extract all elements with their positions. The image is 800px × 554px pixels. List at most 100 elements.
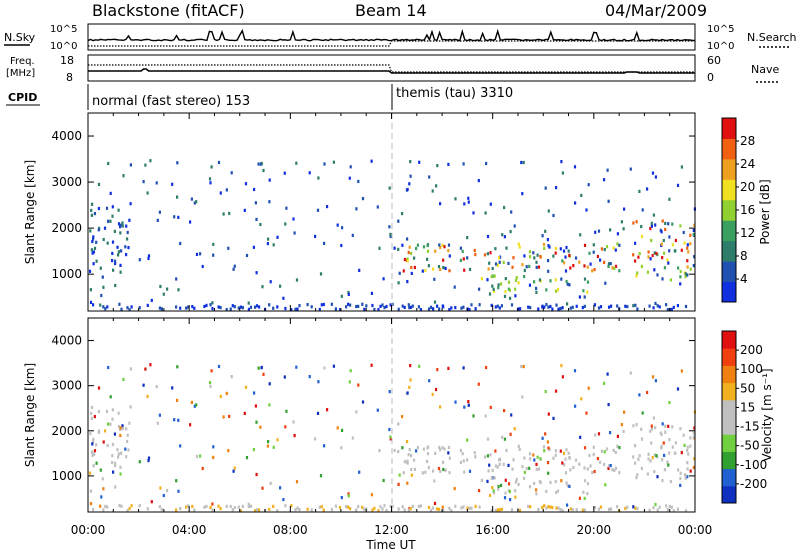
power-near-range-cell (438, 307, 441, 311)
velocity-sparse-cell (489, 405, 492, 409)
velocity-near-range-cell (610, 507, 613, 511)
velocity-sparse-cell (547, 412, 550, 416)
velocity-sparse-cell (158, 413, 161, 417)
velocity-sparse-cell (447, 366, 450, 370)
velocity-y-tick-label-1: 2000 (51, 424, 82, 438)
power-near-range-cell (253, 305, 257, 309)
power-near-range-cell (255, 304, 259, 308)
power-sparse-cell (89, 300, 93, 304)
power-echo-cell (421, 269, 424, 273)
velocity-sparse-cell (190, 400, 193, 404)
power-near-range-cell (407, 303, 410, 307)
power-echo-cell (692, 232, 695, 237)
power-near-range-cell (494, 305, 497, 309)
velocity-near-range-cell (672, 509, 675, 513)
power-sparse-cell (252, 245, 255, 249)
velocity-near-range-cell (349, 507, 352, 511)
power-echo-cell (494, 262, 498, 266)
power-sparse-cell (692, 264, 695, 268)
power-echo-cell (614, 248, 617, 252)
velocity-sparse-cell (603, 450, 606, 454)
velocity-near-range-cell (599, 505, 603, 509)
velocity-sparse-cell (244, 385, 248, 389)
power-echo-cell (518, 245, 521, 249)
velocity-x-ticks (87, 318, 696, 512)
velocity-echo-cell (426, 452, 430, 456)
power-near-range-cell (624, 304, 627, 308)
velocity-echo-cell (466, 458, 469, 462)
power-echo-cell (90, 248, 93, 252)
velocity-sparse-cell (91, 442, 94, 446)
power-near-range-cell (158, 306, 161, 310)
velocity-sparse-cell (589, 464, 592, 468)
power-sparse-cell (103, 226, 107, 230)
velocity-sparse-cell (623, 410, 626, 414)
power-sparse-cell (389, 234, 392, 238)
velocity-sparse-cell (654, 502, 657, 507)
velocity-echo-cell (660, 432, 663, 437)
power-sparse-cell (269, 280, 272, 284)
power-echo-cell (647, 250, 650, 254)
velocity-echo-cell (533, 481, 536, 486)
power-sparse-cell (491, 284, 494, 288)
velocity-sparse-cell (283, 375, 286, 379)
velocity-sparse-cell (561, 375, 564, 379)
power-near-range-cell (454, 306, 457, 310)
power-sparse-cell (522, 160, 525, 165)
power-sparse-cell (401, 243, 404, 247)
power-echo-cell (90, 208, 93, 212)
velocity-echo-cell (532, 453, 535, 457)
power-echo-cell (105, 206, 109, 210)
power-echo-cell (426, 249, 430, 253)
power-sparse-cell (208, 177, 212, 181)
velocity-echo-cell (507, 482, 511, 486)
power-sparse-cell (253, 187, 256, 192)
power-sparse-cell (195, 200, 198, 204)
power-echo-cell (559, 247, 562, 251)
time-tick-label-5: 20:00 (577, 523, 612, 537)
power-echo-cell (492, 289, 496, 293)
velocity-echo-cell (554, 453, 557, 457)
velocity-near-range-cell (527, 504, 530, 508)
power-near-range-cell (670, 307, 673, 311)
velocity-colorbar-tick-label-2: -50 (740, 439, 760, 453)
power-echo-cell (651, 253, 654, 258)
power-echo-cell (403, 258, 406, 262)
velocity-sparse-cell (587, 386, 590, 390)
power-echo-cell (106, 241, 109, 245)
velocity-near-range-cell (219, 507, 222, 511)
power-sparse-cell (292, 217, 295, 221)
power-echo-cell (116, 245, 119, 249)
velocity-near-range-cell (104, 504, 107, 508)
velocity-sparse-cell (195, 455, 199, 459)
freq-label-line2: [MHz] (6, 68, 35, 79)
velocity-colorbar-tick-label-1: -100 (740, 458, 767, 472)
power-near-range-cell (276, 305, 279, 309)
velocity-sparse-cell (609, 431, 612, 435)
velocity-sparse-cell (269, 481, 272, 485)
velocity-echo-cell (491, 468, 494, 472)
power-sparse-cell (566, 302, 569, 306)
power-near-range-cell (519, 307, 522, 311)
velocity-echo-cell (683, 443, 686, 447)
velocity-sparse-cell (129, 367, 132, 371)
velocity-near-range-cell (478, 505, 481, 509)
power-echo-cell (649, 226, 652, 231)
velocity-echo-cell (528, 466, 531, 470)
power-colorbar-swatch-7 (722, 138, 736, 160)
power-near-range-cell (460, 306, 463, 310)
power-echo-cell (119, 231, 122, 235)
velocity-near-range-cell (322, 508, 325, 512)
velocity-colorbar-swatch-6 (722, 382, 736, 401)
velocity-sparse-cell (193, 404, 196, 408)
power-near-range-cell (104, 307, 107, 311)
velocity-sparse-cell (323, 444, 326, 448)
velocity-sparse-cell (435, 387, 438, 392)
velocity-echo-cell (473, 451, 476, 455)
velocity-near-range-cell (608, 507, 611, 511)
velocity-near-range-cell (241, 504, 244, 508)
power-echo-cell (117, 250, 120, 254)
power-echo-cell (441, 243, 444, 247)
power-echo-cell (660, 242, 663, 246)
velocity-near-range-cell (268, 507, 271, 511)
